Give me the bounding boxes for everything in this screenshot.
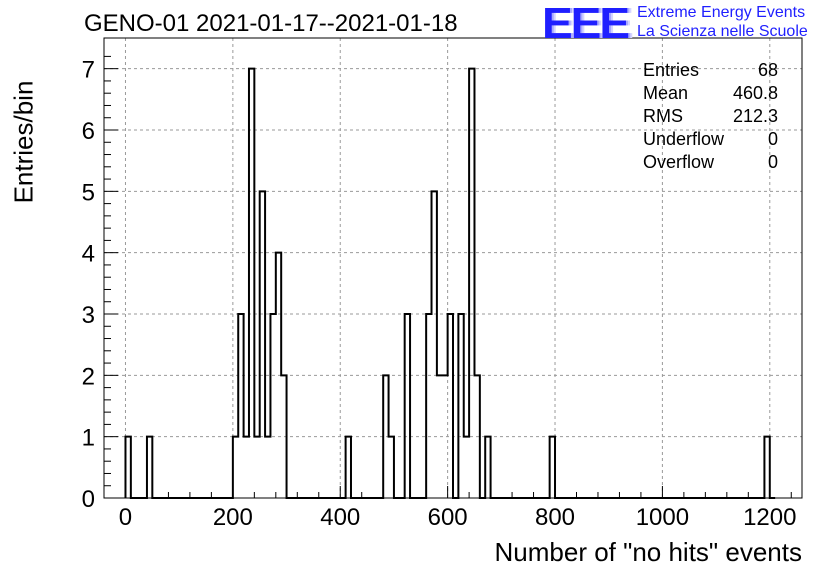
stat-overflow-label: Overflow: [643, 152, 715, 172]
x-tick-label: 200: [213, 504, 253, 531]
stat-entries-label: Entries: [643, 60, 700, 80]
x-tick-label: 600: [428, 504, 468, 531]
y-tick-label: 1: [82, 425, 95, 452]
stat-overflow-value: 0: [767, 152, 778, 172]
histogram-bar: [244, 437, 249, 498]
x-tick-label: 1200: [743, 504, 796, 531]
x-axis-label: Number of "no hits" events: [494, 537, 803, 567]
x-tick-label: 400: [320, 504, 360, 531]
stat-underflow-label: Underflow: [643, 129, 725, 149]
y-tick-label: 7: [82, 57, 95, 84]
y-tick-label: 0: [82, 486, 95, 513]
histogram-outline: [124, 67, 776, 499]
x-tick-label: 800: [535, 504, 575, 531]
y-tick-label: 5: [82, 179, 95, 206]
y-axis-label: Entries/bin: [4, 81, 44, 204]
chart-title: GENO-01 2021-01-17--2021-01-18: [84, 10, 458, 37]
stat-entries-value: 68: [757, 60, 778, 80]
stat-mean-label: Mean: [643, 83, 689, 103]
histogram-bar: [464, 437, 469, 498]
y-tick-label: 3: [82, 302, 95, 329]
eee-logo: EEE: [542, 0, 630, 48]
stat-rms-label: RMS: [643, 106, 683, 126]
stat-rms-value: 212.3: [732, 106, 778, 126]
logo-line-2: La Scienza nelle Scuole: [637, 23, 808, 40]
y-axis-label-text: Entries/bin: [8, 80, 39, 204]
logo-line-1: Extreme Energy Events: [637, 4, 806, 21]
stat-mean-value: 460.8: [732, 83, 778, 103]
x-tick-label: 0: [119, 504, 132, 531]
y-tick-label: 6: [82, 118, 95, 145]
x-tick-label: 1000: [636, 504, 689, 531]
y-tick-label: 2: [82, 363, 95, 390]
stat-underflow-value: 0: [767, 129, 778, 149]
y-tick-label: 4: [82, 241, 95, 268]
histogram-bar: [265, 437, 270, 498]
histogram-bar: [254, 437, 259, 498]
logo-caption: Extreme Energy Events La Scienza nelle S…: [637, 3, 808, 41]
